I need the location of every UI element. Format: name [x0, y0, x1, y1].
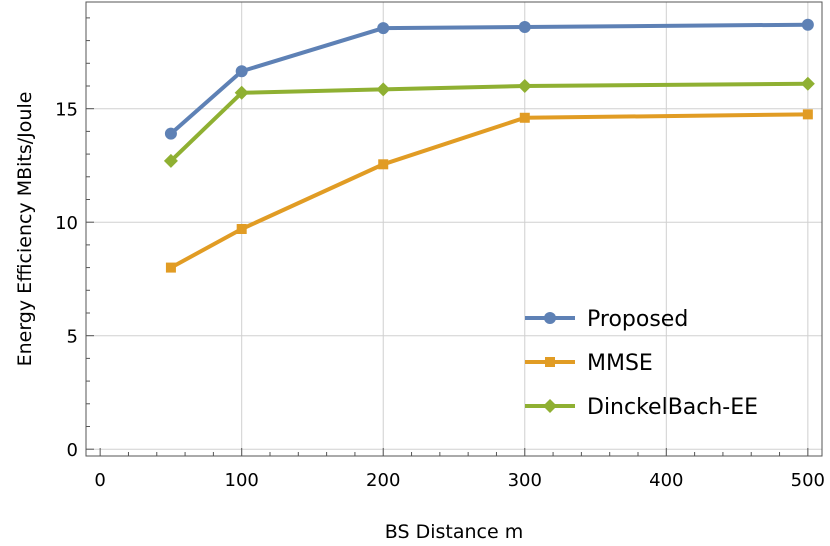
data-point-dinckelbach-ee [234, 85, 249, 100]
data-point-proposed [801, 18, 814, 31]
data-point-mmse [378, 159, 389, 170]
data-point-proposed [164, 127, 177, 140]
legend-item-dinckelbach-ee: DinckelBach-EE [525, 395, 758, 420]
x-tick-label: 100 [225, 470, 259, 491]
series-proposed [164, 18, 814, 140]
data-point-mmse [236, 224, 247, 234]
plot-frame [85, 1, 823, 457]
data-point-dinckelbach-ee [517, 78, 532, 93]
legend: Proposed MMSE DinckelBach-EE [525, 307, 758, 420]
x-tick-label: 500 [791, 470, 825, 491]
legend-label: MMSE [587, 351, 653, 376]
series-group [163, 18, 815, 273]
legend-marker [543, 399, 557, 413]
legend-item-mmse: MMSE [525, 351, 653, 376]
x-tick-label: 300 [508, 470, 542, 491]
gridlines [86, 2, 822, 456]
y-tick-label: 5 [67, 327, 78, 348]
series-line-mmse [169, 112, 808, 270]
data-point-proposed [518, 20, 531, 33]
data-point-dinckelbach-ee [800, 76, 815, 91]
y-tick-label: 0 [67, 440, 78, 461]
series-mmse [165, 109, 813, 273]
y-tick-label: 10 [55, 213, 78, 234]
legend-label: Proposed [587, 307, 688, 332]
axis-ticks: 0 100 200 300 400 500 0 5 10 15 [55, 17, 825, 491]
data-point-mmse [802, 109, 813, 120]
legend-item-proposed: Proposed [525, 307, 688, 332]
data-point-proposed [235, 65, 248, 78]
y-axis-label: Energy Efficiency MBits/Joule [14, 92, 36, 367]
legend-marker [545, 357, 555, 367]
data-point-dinckelbach-ee [376, 82, 391, 97]
y-tick-label: 15 [55, 100, 78, 121]
data-point-mmse [165, 262, 176, 273]
x-tick-label: 400 [649, 470, 683, 491]
series-dinckelbach-ee [163, 76, 815, 168]
data-point-proposed [377, 22, 390, 35]
data-point-mmse [519, 112, 530, 123]
x-axis-label: BS Distance m [385, 521, 523, 543]
x-tick-label: 0 [94, 470, 105, 491]
x-tick-label: 200 [366, 470, 400, 491]
data-point-dinckelbach-ee [163, 153, 178, 168]
series-line-dinckelbach-ee [169, 81, 808, 163]
legend-label: DinckelBach-EE [587, 395, 758, 420]
legend-marker [544, 312, 556, 324]
